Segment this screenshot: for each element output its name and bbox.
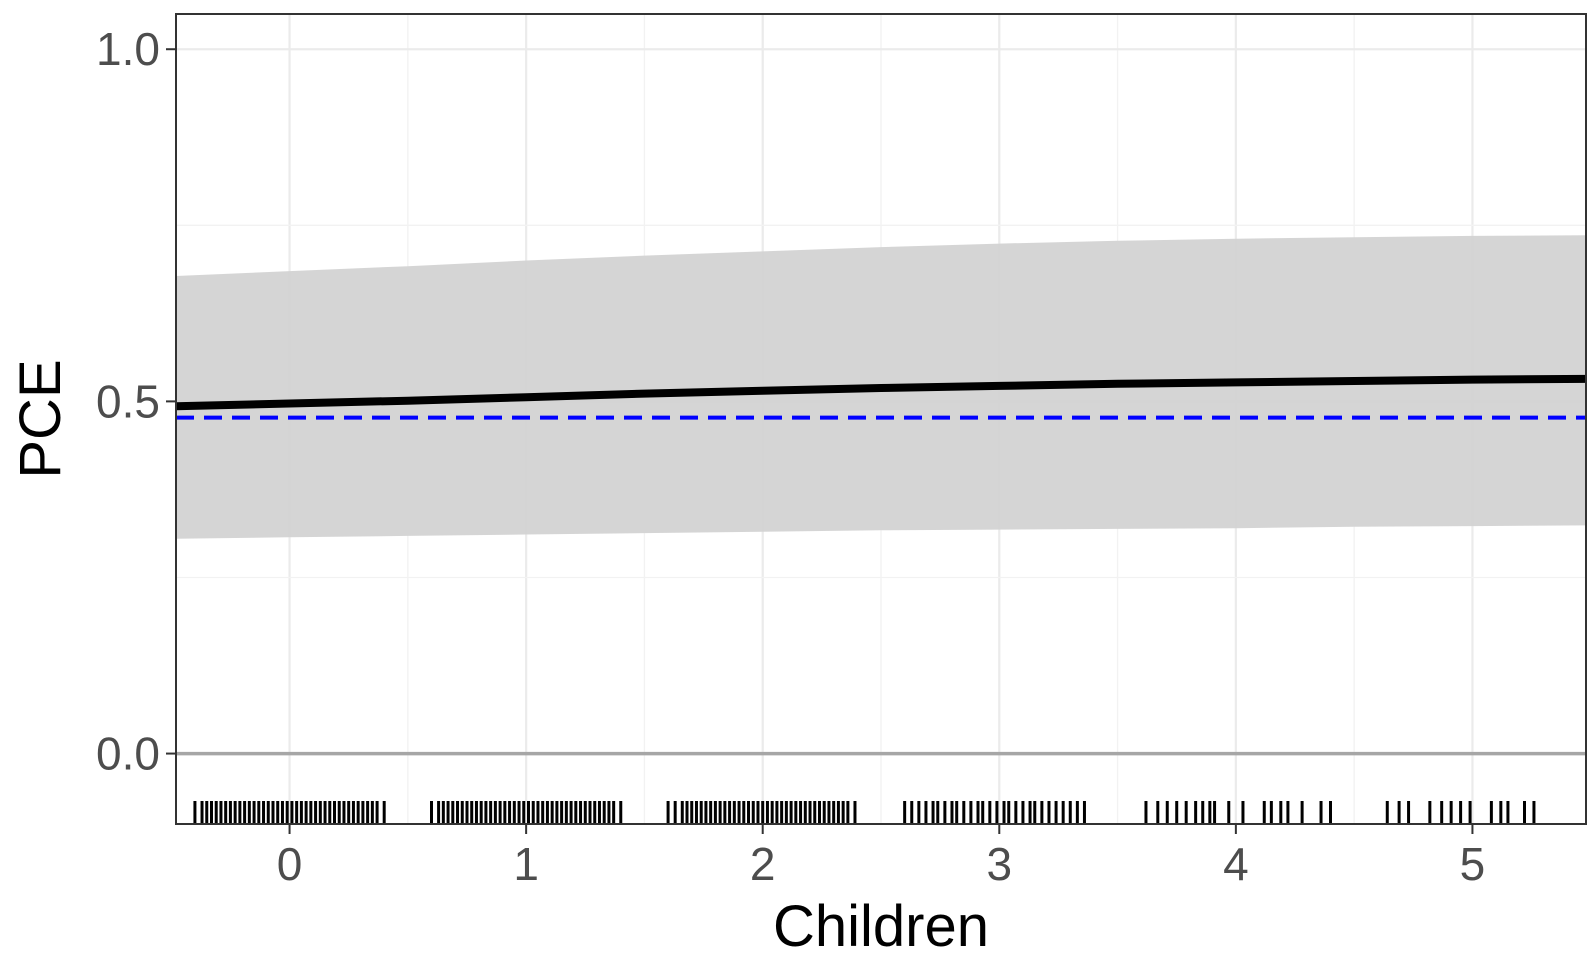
estimate-line: [175, 374, 1587, 411]
y-axis-title: PCE: [8, 359, 73, 478]
x-axis-ticks: 0 1 2 3 4 5: [277, 824, 1485, 890]
panel-border: [175, 13, 1587, 825]
rug-marks: [193, 801, 1536, 824]
x-axis-title: Children: [773, 894, 989, 959]
y-tick-label: 1.0: [96, 23, 160, 75]
y-axis-ticks: 0.0 0.5 1.0: [96, 23, 176, 780]
y-tick-label: 0.5: [96, 375, 160, 427]
y-tick-label: 0.0: [96, 728, 160, 780]
reference-lines: [176, 415, 1586, 756]
x-tick-label: 2: [750, 838, 776, 890]
x-tick-label: 5: [1460, 838, 1486, 890]
x-tick-label: 4: [1223, 838, 1249, 890]
x-tick-label: 0: [277, 838, 303, 890]
x-tick-label: 3: [986, 838, 1012, 890]
x-tick-label: 1: [513, 838, 539, 890]
estimate-lines: [175, 374, 1587, 411]
